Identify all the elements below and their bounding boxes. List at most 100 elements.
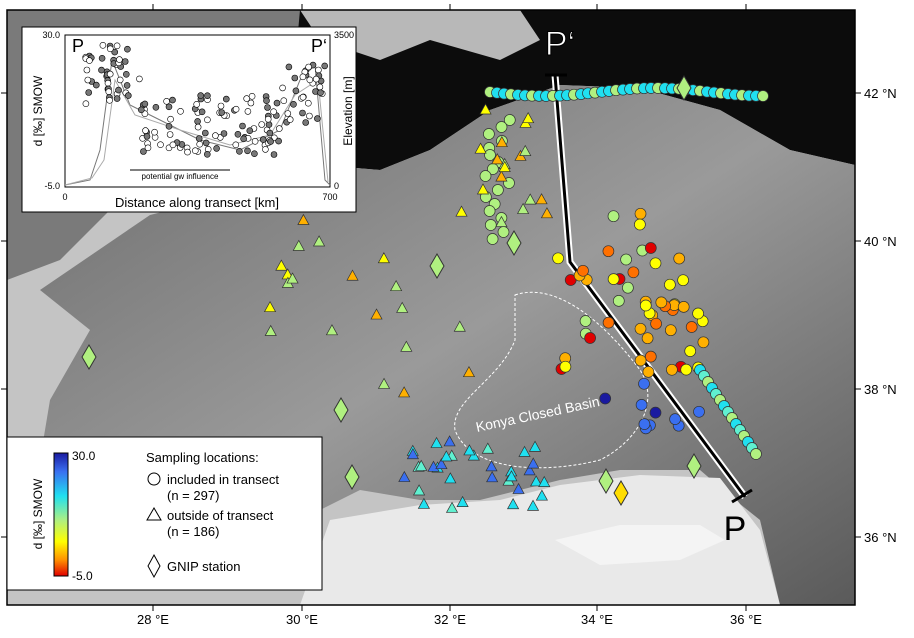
sample-circle <box>643 366 654 377</box>
inset-point <box>136 76 142 82</box>
inset-point <box>185 149 191 155</box>
legend-item: outside of transect <box>167 508 274 523</box>
inset-point <box>100 42 106 48</box>
inset-point <box>194 101 200 107</box>
inset-point <box>196 136 202 142</box>
inset-point <box>286 64 292 70</box>
inset-point <box>86 58 92 64</box>
sample-circle <box>484 206 495 217</box>
sample-circle <box>635 355 646 366</box>
inset: potential gw influence P P‘ 30.0 -5.0 35… <box>22 27 356 212</box>
inset-point <box>114 96 120 102</box>
inset-point <box>99 67 105 73</box>
inset-point <box>300 110 306 116</box>
inset-point <box>142 101 148 107</box>
inset-point <box>318 90 324 96</box>
inset-point <box>271 109 277 115</box>
inset-point <box>303 120 309 126</box>
inset-point <box>241 136 247 142</box>
map-figure: P‘ P Konya Closed Basin 28 °E30 °E32 °E3… <box>0 0 914 633</box>
inset-point <box>267 130 273 136</box>
scale-label: d [‰] SMOW <box>31 478 45 549</box>
sample-circle <box>639 419 650 430</box>
inset-point <box>300 74 306 80</box>
sample-circle <box>600 393 611 404</box>
sample-circle <box>603 246 614 257</box>
inset-point <box>306 64 312 70</box>
lat-label: 38 °N <box>864 382 897 397</box>
scale-min: -5.0 <box>72 569 93 583</box>
inset-point <box>107 71 113 77</box>
sample-circle <box>492 185 503 196</box>
sample-circle <box>640 300 651 311</box>
sample-circle <box>678 301 689 312</box>
sample-circle <box>758 91 769 102</box>
inset-point <box>244 96 250 102</box>
inset-point <box>204 93 210 99</box>
inset-point <box>245 108 251 114</box>
inset-point <box>291 101 297 107</box>
inset-point <box>105 80 111 86</box>
inset-p: P <box>72 36 84 56</box>
sample-circle <box>693 308 704 319</box>
inset-point <box>240 123 246 129</box>
inset-point <box>233 142 239 148</box>
legend-title: Sampling locations: <box>146 450 259 465</box>
sample-circle <box>603 317 614 328</box>
sample-circle <box>485 220 496 231</box>
sample-circle <box>498 227 509 238</box>
inset-p-prime: P‘ <box>311 36 327 56</box>
inset-point <box>233 106 239 112</box>
inset-point <box>204 151 210 157</box>
lat-label: 36 °N <box>864 530 897 545</box>
sample-circle <box>645 351 656 362</box>
inset-point <box>271 152 277 158</box>
inset-tick: -5.0 <box>44 181 60 191</box>
inset-point <box>124 46 130 52</box>
inset-point <box>313 76 319 82</box>
sample-circle <box>621 254 632 265</box>
sample-circle <box>578 265 589 276</box>
sample-circle <box>686 322 697 333</box>
sample-circle <box>650 407 661 418</box>
inset-point <box>195 118 201 124</box>
inset-point <box>138 107 144 113</box>
inset-point <box>168 116 174 122</box>
sample-circle <box>636 399 647 410</box>
inset-point <box>195 124 201 130</box>
lon-label: 36 °E <box>730 612 762 627</box>
sample-circle <box>645 243 656 254</box>
inset-point <box>202 130 208 136</box>
inset-point <box>214 145 220 151</box>
inset-point <box>166 104 172 110</box>
inset-point <box>281 98 287 104</box>
inset-point <box>300 94 306 100</box>
inset-point <box>292 75 298 81</box>
sample-circle <box>751 449 762 460</box>
inset-point <box>167 132 173 138</box>
inset-point <box>274 100 280 106</box>
sample-circle <box>628 267 639 278</box>
inset-point <box>262 146 268 152</box>
sample-circle <box>674 253 685 264</box>
inset-point <box>152 129 158 135</box>
sample-circle <box>656 297 667 308</box>
lon-label: 28 °E <box>137 612 169 627</box>
sample-circle <box>635 208 646 219</box>
inset-point <box>164 98 170 104</box>
sample-circle <box>635 323 646 334</box>
inset-tick: 0 <box>334 181 339 191</box>
sample-circle <box>622 282 633 293</box>
inset-point <box>125 93 131 99</box>
inset-tick: 30.0 <box>42 30 60 40</box>
inset-point <box>85 77 91 83</box>
inset-point <box>145 145 151 151</box>
sample-circle <box>670 414 681 425</box>
inset-point <box>251 151 257 157</box>
inset-point <box>276 138 282 144</box>
inset-point <box>123 71 129 77</box>
inset-point <box>153 104 159 110</box>
legend: 30.0 -5.0 d [‰] SMOW Sampling locations:… <box>7 437 322 590</box>
inset-point <box>252 138 258 144</box>
sample-circle <box>613 295 624 306</box>
